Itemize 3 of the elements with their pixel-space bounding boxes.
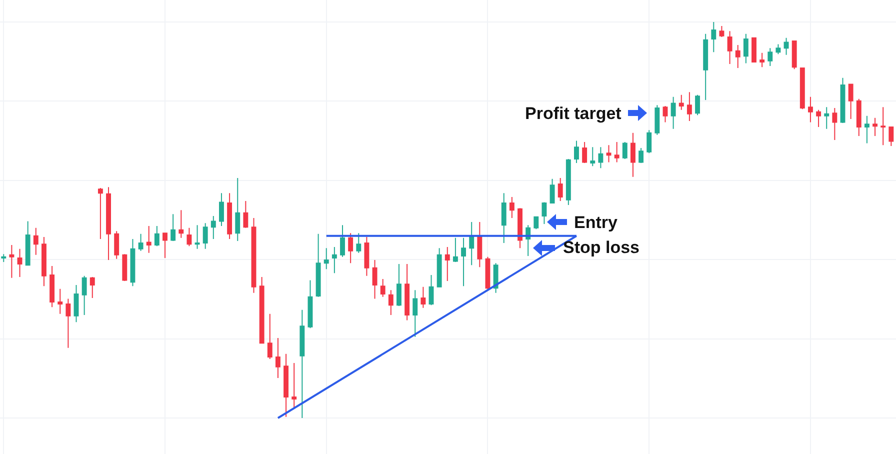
annotation: Entry xyxy=(574,213,618,232)
annotation: Profit target xyxy=(525,104,622,123)
annotation: Stop loss xyxy=(563,238,640,257)
